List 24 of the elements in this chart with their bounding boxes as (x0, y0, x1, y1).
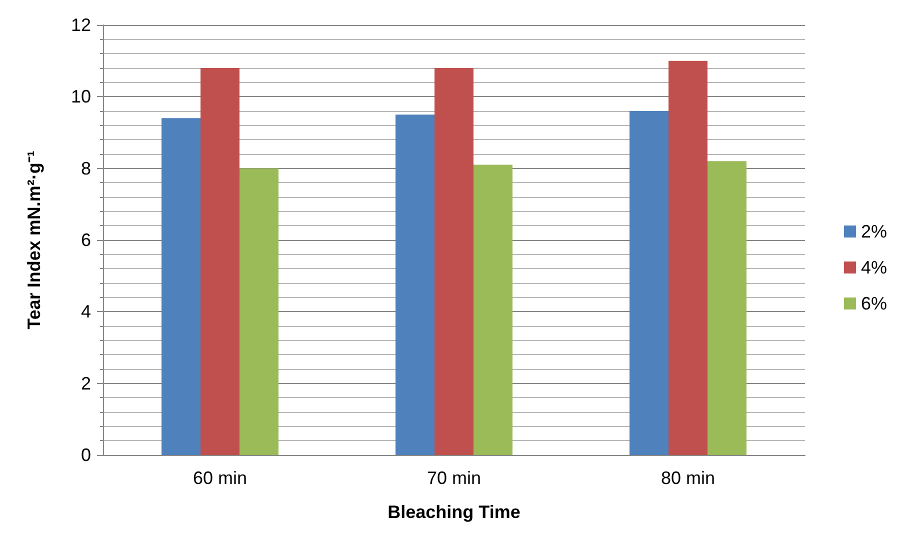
bar (162, 118, 200, 455)
x-tick-label: 70 min (426, 468, 482, 488)
y-tick-label: 8 (80, 158, 91, 178)
legend-label: 6% (860, 294, 887, 314)
x-tick-label: 60 min (192, 468, 248, 488)
bar (668, 60, 708, 455)
y-tick-label: 10 (70, 86, 91, 107)
y-tick-label: 0 (80, 445, 91, 465)
x-tick-label: 80 min (660, 468, 716, 488)
y-axis-title: Tear Index mN.m²·g⁻¹ (24, 150, 44, 330)
x-axis-title: Bleaching Time (388, 502, 520, 522)
bar (434, 68, 474, 455)
y-tick-label: 12 (70, 15, 91, 35)
bar (708, 161, 746, 455)
bar (474, 164, 512, 455)
y-tick-label: 2 (80, 373, 91, 394)
bar (396, 114, 434, 455)
legend-label: 2% (860, 222, 887, 242)
bar (240, 168, 278, 455)
y-tick-label: 6 (80, 230, 91, 250)
legend-label: 4% (860, 258, 887, 278)
bar (630, 111, 668, 455)
bar (200, 68, 240, 455)
y-tick-label: 4 (80, 302, 91, 322)
